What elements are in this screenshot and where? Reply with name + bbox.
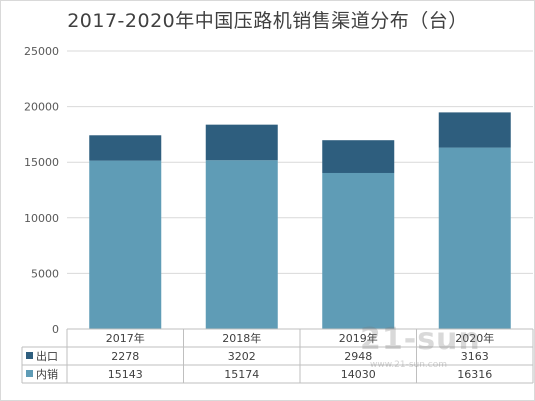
legend-label-1: 内销 xyxy=(36,367,58,381)
watermark-url: www.21-sun.com xyxy=(370,360,447,370)
bar-domestic-3 xyxy=(438,147,511,329)
y-tick-label-20000: 20000 xyxy=(24,101,59,114)
bar-domestic-1 xyxy=(205,160,278,329)
bar-export-1 xyxy=(205,124,278,161)
y-axis: 0 5000 10000 15000 20000 25000 xyxy=(24,45,59,336)
y-tick-label-15000: 15000 xyxy=(24,156,59,169)
data-label-0-0: 2278 xyxy=(111,350,139,363)
bar-export-3 xyxy=(438,112,511,148)
data-label-1-0: 15143 xyxy=(108,368,143,381)
legend-swatch-0 xyxy=(26,352,33,359)
x-category-label-2: 2019年 xyxy=(339,331,378,345)
legend-label-0: 出口 xyxy=(36,349,58,363)
y-tick-label-5000: 5000 xyxy=(31,267,59,280)
data-label-0-3: 3163 xyxy=(461,350,489,363)
x-category-label-3: 2020年 xyxy=(455,331,494,345)
data-label-1-3: 16316 xyxy=(457,368,492,381)
data-label-0-2: 2948 xyxy=(344,350,372,363)
y-tick-label-25000: 25000 xyxy=(24,45,59,58)
y-tick-label-10000: 10000 xyxy=(24,212,59,225)
bar-domestic-2 xyxy=(322,172,395,329)
bar-domestic-0 xyxy=(89,160,162,329)
data-label-1-1: 15174 xyxy=(224,368,259,381)
x-category-label-0: 2017年 xyxy=(106,331,145,345)
chart-title: 2017-2020年中国压路机销售渠道分布（台） xyxy=(67,10,468,32)
y-tick-label-0: 0 xyxy=(52,323,59,336)
bars xyxy=(89,112,511,329)
data-label-0-1: 3202 xyxy=(228,350,256,363)
x-category-label-1: 2018年 xyxy=(222,331,261,345)
data-label-1-2: 14030 xyxy=(341,368,376,381)
watermark-logo: 21-sun xyxy=(360,322,481,357)
bar-export-2 xyxy=(322,140,395,173)
legend-swatch-1 xyxy=(26,370,33,377)
bar-export-0 xyxy=(89,135,162,161)
